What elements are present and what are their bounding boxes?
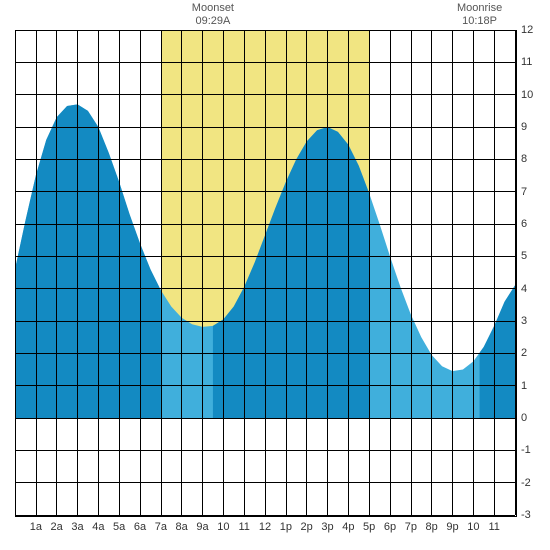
header-title: Moonrise [455, 2, 505, 15]
x-axis-label: 7p [405, 521, 417, 533]
y-axis-label: 5 [521, 250, 527, 262]
grid-v [369, 30, 370, 515]
x-axis-label: 2a [51, 521, 63, 533]
grid-h [15, 191, 515, 192]
grid-v [119, 30, 120, 515]
tide-chart: 1a2a3a4a5a6a7a8a9a1011121p2p3p4p5p6p7p8p… [0, 0, 550, 550]
moonset-label: Moonset09:29A [188, 2, 238, 28]
grid-h [15, 159, 515, 160]
grid-h [15, 62, 515, 63]
grid-v [36, 30, 37, 515]
grid-v [77, 30, 78, 515]
grid-h [15, 94, 515, 95]
y-axis-label: -1 [521, 444, 531, 456]
grid-v [181, 30, 182, 515]
grid-v [494, 30, 495, 515]
grid-v [98, 30, 99, 515]
grid-v [411, 30, 412, 515]
x-axis-label: 6a [134, 521, 146, 533]
grid-h [15, 418, 515, 419]
y-axis-label: 0 [521, 412, 527, 424]
grid-v [223, 30, 224, 515]
grid-v [348, 30, 349, 515]
grid-h [15, 30, 515, 31]
grid-v [473, 30, 474, 515]
x-axis-label: 6p [384, 521, 396, 533]
y-axis-label: 7 [521, 186, 527, 198]
y-axis-label: 9 [521, 121, 527, 133]
y-axis-label: -2 [521, 477, 531, 489]
x-axis-label: 12 [259, 521, 271, 533]
grid-v [286, 30, 287, 515]
grid-v [140, 30, 141, 515]
y-axis-label: 3 [521, 315, 527, 327]
x-axis-label: 5a [113, 521, 125, 533]
grid-v [202, 30, 203, 515]
x-axis-label: 9a [196, 521, 208, 533]
grid-v [265, 30, 266, 515]
grid-h [15, 353, 515, 354]
header-time: 10:18P [455, 15, 505, 28]
header-time: 09:29A [188, 15, 238, 28]
x-axis-label: 8p [426, 521, 438, 533]
y-axis-label: 1 [521, 380, 527, 392]
x-axis-label: 5p [363, 521, 375, 533]
y-axis-label: 2 [521, 347, 527, 359]
x-axis-label: 7a [155, 521, 167, 533]
grid-h [15, 385, 515, 386]
grid-h [15, 288, 515, 289]
grid-h [15, 482, 515, 483]
x-axis-label: 1a [30, 521, 42, 533]
grid-v [244, 30, 245, 515]
grid-v [306, 30, 307, 515]
grid-v [390, 30, 391, 515]
grid-h [15, 450, 515, 451]
x-axis-label: 3a [71, 521, 83, 533]
grid-h [15, 321, 515, 322]
x-axis-label: 11 [238, 521, 249, 533]
x-axis-label: 2p [301, 521, 313, 533]
y-axis-label: 12 [521, 24, 533, 36]
x-axis-label: 3p [321, 521, 333, 533]
grid-v [327, 30, 328, 515]
header-title: Moonset [188, 2, 238, 15]
grid-v [56, 30, 57, 515]
grid-v [515, 30, 516, 515]
tide-area [0, 0, 550, 550]
grid-v [161, 30, 162, 515]
x-axis-label: 8a [176, 521, 188, 533]
grid-h [15, 224, 515, 225]
x-axis-label: 9p [446, 521, 458, 533]
y-axis-label: 10 [521, 89, 533, 101]
x-axis-label: 10 [217, 521, 229, 533]
grid-v [15, 30, 16, 515]
x-axis-label: 4p [342, 521, 354, 533]
moonrise-label: Moonrise10:18P [455, 2, 505, 28]
grid-v [452, 30, 453, 515]
x-axis-label: 4a [92, 521, 104, 533]
y-axis-label: 6 [521, 218, 527, 230]
x-axis-label: 10 [467, 521, 479, 533]
y-axis-label: 11 [521, 56, 532, 68]
grid-h [15, 256, 515, 257]
x-axis-label: 1p [280, 521, 292, 533]
grid-h [15, 515, 515, 516]
x-axis-label: 11 [488, 521, 499, 533]
y-axis-label: 4 [521, 283, 527, 295]
y-axis-label: 8 [521, 153, 527, 165]
y-axis-label: -3 [521, 509, 531, 521]
grid-h [15, 127, 515, 128]
grid-v [431, 30, 432, 515]
